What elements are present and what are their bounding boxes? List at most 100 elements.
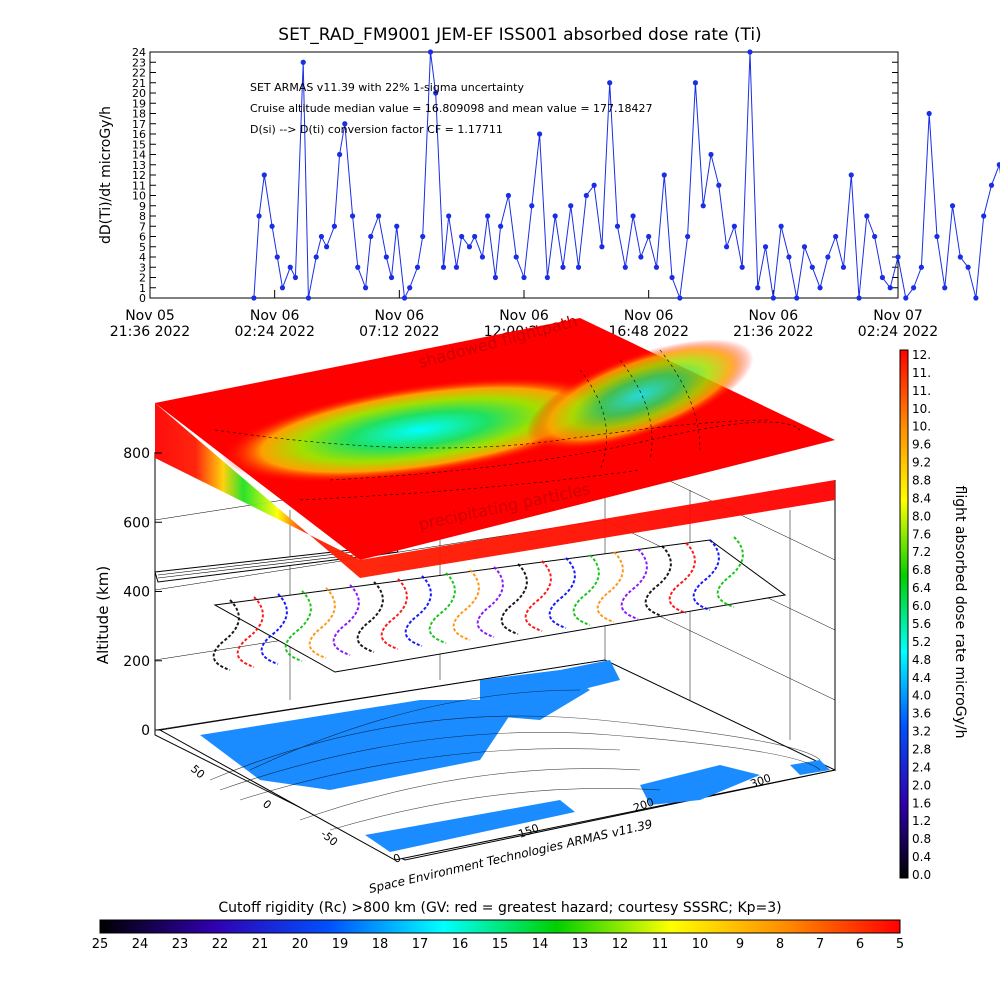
dose-data-point xyxy=(903,295,909,301)
dose-data-point xyxy=(459,233,465,240)
dose-data-point xyxy=(614,223,621,229)
rigidity-colorbar-tick-label: 17 xyxy=(412,937,429,952)
dose-colorbar-tick-label: 6.4 xyxy=(912,581,931,595)
dose-colorbar-tick-label: 4.0 xyxy=(912,689,931,703)
rigidity-colorbar xyxy=(99,919,901,934)
slab-hotspot xyxy=(221,377,619,483)
dose-data-point xyxy=(747,49,753,55)
dose-colorbar-tick-label: 10. xyxy=(912,402,931,416)
orbit-stripe xyxy=(212,599,240,671)
dose-data-point xyxy=(446,213,452,219)
rigidity-colorbar-tick-label: 5 xyxy=(896,937,904,952)
dose-y-tick-label: 8 xyxy=(139,210,146,223)
dose-data-point xyxy=(251,295,257,301)
dose-data-point xyxy=(453,264,460,270)
dose-data-point xyxy=(287,264,293,270)
dose-colorbar-tick-label: 9.6 xyxy=(912,438,931,452)
dose-colorbar xyxy=(899,349,909,879)
dose-data-point xyxy=(394,223,400,229)
dose-y-tick-label: 21 xyxy=(132,77,146,90)
orbit-stripe xyxy=(284,590,312,662)
dose-data-point xyxy=(607,80,613,86)
dose-data-point xyxy=(305,295,312,301)
dose-data-point xyxy=(269,223,275,229)
lat-tick-0: 50 xyxy=(188,762,207,781)
dose-data-point xyxy=(292,274,299,281)
dose-data-point xyxy=(801,244,808,250)
orbit-stripe xyxy=(404,575,432,647)
dose-data-point xyxy=(661,172,667,178)
dose-data-point xyxy=(622,264,628,270)
dose-data-point xyxy=(521,274,527,281)
dose-data-point xyxy=(349,213,356,219)
dose-data-point xyxy=(331,223,338,229)
altitude-tick-label: 400 xyxy=(123,585,150,601)
dose-data-point xyxy=(723,244,730,250)
annotation-line-2: Cruise altitude median value = 16.809098… xyxy=(250,102,653,115)
dose-x-tick-date: Nov 06 xyxy=(250,308,300,324)
dose-x-tick-date: Nov 07 xyxy=(873,308,923,324)
orbit-stripe xyxy=(260,593,288,665)
dose-data-point xyxy=(300,59,306,65)
dose-colorbar-tick-label: 5.2 xyxy=(912,635,931,649)
dose-y-tick-label: 14 xyxy=(132,149,146,162)
orbit-stripe xyxy=(548,557,576,629)
dose-x-tick-time: 21:36 2022 xyxy=(733,324,813,340)
rigidity-colorbar-tick-label: 15 xyxy=(492,937,509,952)
orbit-stripe xyxy=(452,569,480,641)
dose-data-point xyxy=(864,213,870,219)
altitude-ticks: 0 200 400 600 800 xyxy=(123,446,162,739)
dose-data-point xyxy=(630,213,636,219)
dose-data-point xyxy=(375,213,382,219)
orbit-stripe xyxy=(644,545,672,617)
dose-series xyxy=(251,49,1000,301)
dose-data-point xyxy=(485,213,491,219)
dose-data-point xyxy=(825,254,831,260)
dose-data-point xyxy=(833,233,839,240)
slab-hotspot-2 xyxy=(526,339,754,451)
orbit-stripe xyxy=(356,581,384,653)
orbit-stripe xyxy=(380,578,408,650)
dose-colorbar-tick-label: 3.2 xyxy=(912,725,931,739)
rigidity-colorbar-tick-label: 11 xyxy=(652,937,669,952)
dose-data-point xyxy=(809,264,815,270)
dose-colorbar-tick-label: 3.6 xyxy=(912,707,931,721)
rigidity-colorbar-tick-label: 24 xyxy=(132,937,149,952)
dose-y-tick-label: 16 xyxy=(132,128,146,141)
orbit-stripe xyxy=(476,566,504,638)
dose-colorbar-tick-label: 4.4 xyxy=(912,671,931,685)
dose-data-point xyxy=(778,223,784,229)
dose-y-tick-label: 17 xyxy=(132,118,146,131)
dose-data-point xyxy=(313,254,319,260)
dose-data-point xyxy=(433,90,439,96)
3d-back-wall xyxy=(154,452,836,861)
dose-data-point xyxy=(685,233,691,240)
rigidity-colorbar-tick-label: 7 xyxy=(816,937,824,952)
orbit-stripe xyxy=(524,560,552,632)
dose-data-point xyxy=(529,203,535,209)
dose-colorbar-tick-label: 10. xyxy=(912,420,931,434)
dose-colorbar-tick-label: 5.6 xyxy=(912,617,931,631)
dose-series-line xyxy=(253,51,1000,300)
orbit-stripe xyxy=(692,539,720,611)
dose-data-point xyxy=(420,233,426,240)
dose-data-point xyxy=(407,285,413,291)
slab-dash-lines xyxy=(214,349,801,501)
dose-data-point xyxy=(336,151,343,158)
rigidity-colorbar-tick-label: 19 xyxy=(332,937,349,952)
dose-y-tick-label: 11 xyxy=(132,179,146,192)
annotation-line-3: D(si) --> D(ti) conversion factor CF = 1… xyxy=(250,123,503,136)
dose-colorbar-title: flight absorbed dose rate microGy/h xyxy=(952,486,968,739)
orbit-stripes xyxy=(212,536,744,671)
dose-data-point xyxy=(973,295,979,301)
orbit-stripe xyxy=(500,563,528,635)
dose-data-point xyxy=(492,274,499,281)
dose-y-tick-label: 9 xyxy=(139,200,146,213)
rigidity-colorbar-ticks: 25 24 23 22 21 20 19 18 17 16 15 14 13 12 11 10 9 8 7 6 5 xyxy=(92,937,904,952)
dose-data-point xyxy=(274,254,280,260)
altitude-tick-label: 200 xyxy=(123,654,150,670)
annotation-line-1: SET ARMAS v11.39 with 22% 1-sigma uncert… xyxy=(250,81,524,94)
